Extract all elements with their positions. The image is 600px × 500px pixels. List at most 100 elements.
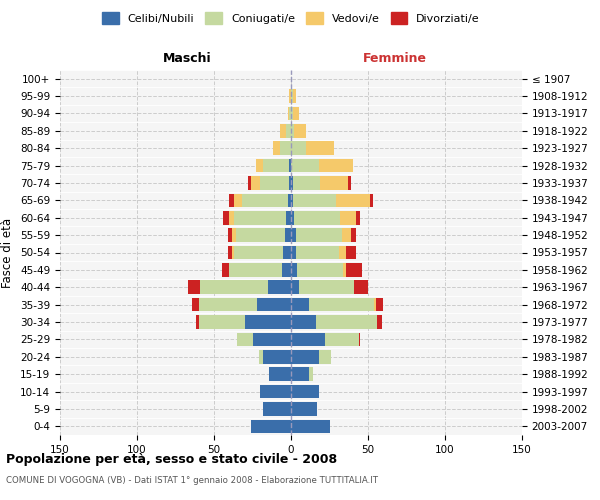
Bar (289, 90, 291, 103)
Bar (282, 263, 291, 276)
Bar (291, 385, 319, 398)
Bar (242, 194, 291, 207)
Bar (291, 211, 294, 224)
Bar (229, 211, 291, 224)
Bar (269, 368, 291, 381)
Bar (251, 420, 291, 433)
Bar (291, 106, 299, 120)
Bar (291, 385, 319, 398)
Bar (291, 315, 316, 329)
Bar (291, 159, 353, 172)
Bar (291, 350, 331, 364)
Bar (291, 159, 353, 172)
Bar (291, 142, 334, 155)
Bar (288, 106, 291, 120)
Bar (291, 402, 317, 415)
Bar (234, 246, 291, 260)
Bar (269, 368, 291, 381)
Bar (269, 368, 291, 381)
Bar (228, 246, 291, 260)
Bar (232, 228, 291, 242)
Bar (291, 298, 383, 312)
Bar (291, 350, 331, 364)
Bar (291, 263, 297, 276)
Bar (289, 106, 291, 120)
Bar (237, 332, 291, 346)
Bar (200, 280, 291, 294)
Bar (283, 246, 291, 260)
Bar (291, 402, 317, 415)
Bar (291, 280, 368, 294)
Bar (263, 350, 291, 364)
Bar (251, 420, 291, 433)
Bar (260, 385, 291, 398)
Bar (291, 332, 360, 346)
Bar (291, 263, 343, 276)
Bar (291, 420, 329, 433)
Bar (291, 332, 325, 346)
Bar (260, 385, 291, 398)
Bar (291, 194, 370, 207)
Bar (260, 176, 291, 190)
Bar (291, 298, 310, 312)
Bar (289, 159, 291, 172)
Bar (222, 263, 291, 276)
Bar (291, 211, 356, 224)
Bar (263, 402, 291, 415)
Bar (260, 385, 291, 398)
Bar (291, 176, 293, 190)
Bar (291, 194, 373, 207)
Bar (291, 228, 342, 242)
Bar (291, 246, 339, 260)
Bar (291, 420, 329, 433)
Text: Popolazione per età, sesso e stato civile - 2008: Popolazione per età, sesso e stato civil… (6, 452, 337, 466)
Bar (256, 159, 291, 172)
Bar (291, 315, 377, 329)
Bar (291, 263, 362, 276)
Bar (286, 124, 291, 138)
Bar (229, 194, 291, 207)
Bar (291, 350, 319, 364)
Bar (286, 211, 291, 224)
Bar (291, 124, 307, 138)
Bar (237, 332, 291, 346)
Bar (291, 176, 320, 190)
Legend: Celibi/Nubili, Coniugati/e, Vedovi/e, Divorziati/e: Celibi/Nubili, Coniugati/e, Vedovi/e, Di… (98, 8, 484, 28)
Bar (291, 298, 374, 312)
Bar (236, 228, 291, 242)
Bar (291, 246, 296, 260)
Bar (251, 420, 291, 433)
Bar (291, 176, 351, 190)
Bar (263, 402, 291, 415)
Bar (291, 385, 319, 398)
Bar (251, 176, 291, 190)
Bar (291, 90, 293, 103)
Bar (199, 315, 291, 329)
Bar (272, 142, 291, 155)
Bar (248, 176, 291, 190)
Bar (291, 90, 296, 103)
Bar (280, 124, 291, 138)
Bar (245, 315, 291, 329)
Bar (291, 124, 307, 138)
Bar (199, 315, 291, 329)
Bar (291, 420, 329, 433)
Text: COMUNE DI VOGOGNA (VB) - Dati ISTAT 1° gennaio 2008 - Elaborazione TUTTITALIA.IT: COMUNE DI VOGOGNA (VB) - Dati ISTAT 1° g… (6, 476, 378, 485)
Bar (272, 142, 291, 155)
Bar (291, 332, 359, 346)
Y-axis label: Fasce di età: Fasce di età (1, 218, 14, 288)
Bar (200, 280, 291, 294)
Bar (257, 298, 291, 312)
Bar (291, 332, 359, 346)
Bar (193, 298, 291, 312)
Bar (234, 211, 291, 224)
Bar (291, 176, 348, 190)
Bar (232, 246, 291, 260)
Bar (291, 90, 296, 103)
Bar (291, 368, 313, 381)
Bar (291, 194, 293, 207)
Bar (289, 90, 291, 103)
Bar (288, 106, 291, 120)
Bar (280, 142, 291, 155)
Bar (291, 228, 356, 242)
